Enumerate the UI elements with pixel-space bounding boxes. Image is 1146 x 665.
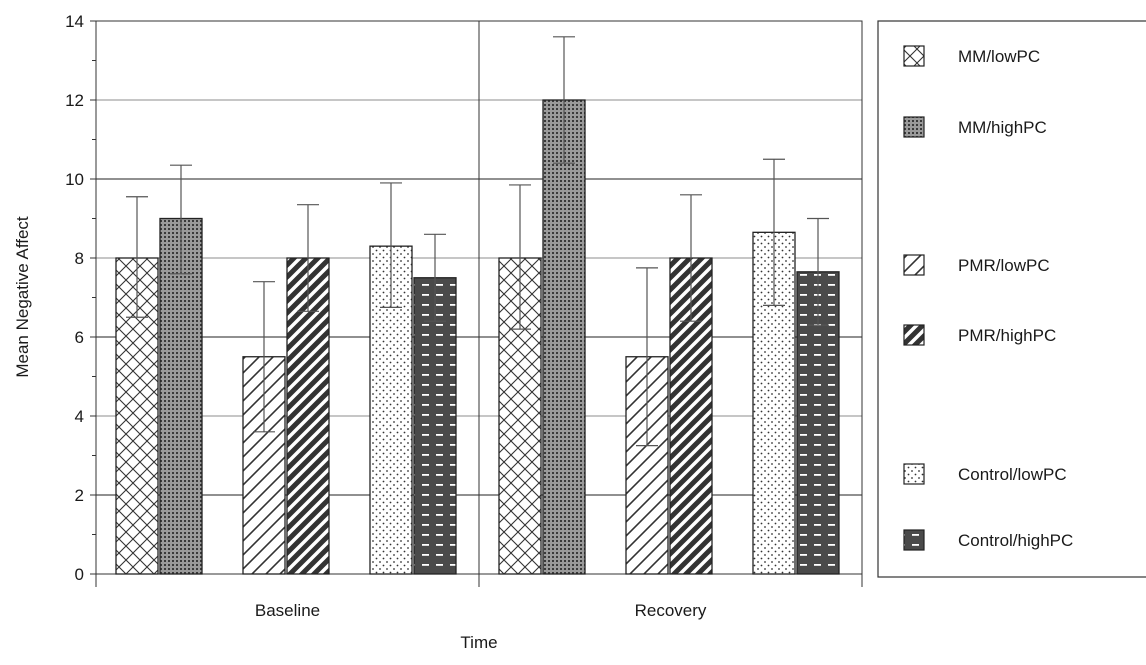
y-tick-label: 2 — [75, 486, 84, 505]
legend-label: MM/highPC — [958, 118, 1047, 137]
bar-control-highpc-baseline — [413, 277, 457, 575]
y-tick-label: 0 — [75, 565, 84, 584]
x-tick-label: Recovery — [635, 601, 707, 620]
y-tick-label: 14 — [65, 12, 84, 31]
legend-swatch — [903, 324, 925, 346]
legend-label: PMR/highPC — [958, 326, 1056, 345]
legend-swatch — [903, 529, 925, 551]
legend-label: MM/lowPC — [958, 47, 1040, 66]
y-axis: 0 2 4 6 8 10 12 14 — [65, 12, 96, 584]
bar-mm-highpc-recovery — [542, 99, 586, 575]
y-tick-label: 10 — [65, 170, 84, 189]
legend-label: Control/lowPC — [958, 465, 1067, 484]
legend: MM/lowPC MM/highPC PMR/lowPC PMR/highPC Cont… — [903, 45, 1073, 551]
legend-label: Control/highPC — [958, 531, 1073, 550]
legend-swatch — [903, 254, 925, 276]
legend-swatch — [903, 116, 925, 138]
x-axis-title: Time — [460, 633, 497, 652]
y-tick-label: 6 — [75, 328, 84, 347]
x-tick-label: Baseline — [255, 601, 320, 620]
bar-mm-highpc-baseline — [159, 217, 203, 575]
y-tick-label: 8 — [75, 249, 84, 268]
y-tick-label: 12 — [65, 91, 84, 110]
y-axis-title: Mean Negative Affect — [13, 216, 32, 378]
error-bars — [126, 36, 829, 447]
legend-label: PMR/lowPC — [958, 256, 1050, 275]
legend-swatch — [903, 45, 925, 67]
y-tick-label: 4 — [75, 407, 84, 426]
legend-box — [877, 20, 1146, 578]
x-axis: Baseline Recovery — [95, 574, 863, 620]
legend-swatch — [903, 463, 925, 485]
